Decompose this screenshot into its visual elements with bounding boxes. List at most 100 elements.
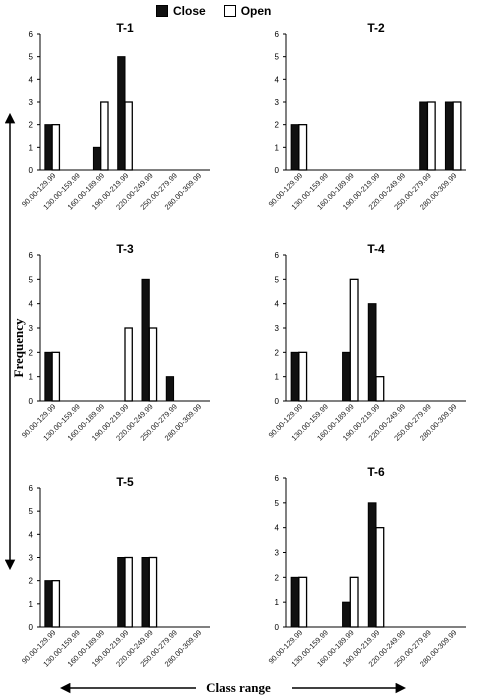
legend: Close Open <box>156 4 289 18</box>
y-tick-label: 4 <box>275 524 280 533</box>
bar-open <box>452 101 462 171</box>
legend-swatch-close <box>156 5 168 17</box>
chart-panel-4: T-4012345690.00-129.99130.00-159.99160.0… <box>267 242 466 443</box>
y-tick-label: 5 <box>29 53 34 62</box>
y-tick-label: 1 <box>29 143 34 152</box>
bar-open <box>100 101 109 171</box>
bar-open <box>375 376 385 402</box>
bar-close <box>44 124 53 171</box>
bar-open <box>298 351 308 402</box>
y-tick-label: 6 <box>275 251 280 260</box>
y-tick-label: 6 <box>29 251 34 260</box>
chart-title: T-4 <box>367 242 385 256</box>
y-tick-label: 3 <box>29 324 34 333</box>
bar-open <box>298 576 308 628</box>
y-tick-label: 6 <box>29 30 34 39</box>
bar-close <box>419 101 428 171</box>
legend-swatch-open <box>223 5 236 17</box>
y-tick-label: 4 <box>275 75 280 84</box>
y-tick-label: 2 <box>29 121 34 130</box>
bar-open <box>298 124 308 171</box>
bar-close <box>117 557 126 628</box>
y-tick-label: 0 <box>275 166 280 175</box>
chart-panel-3: T-3012345690.00-129.99130.00-159.99160.0… <box>20 242 210 443</box>
y-tick-label: 3 <box>29 98 34 107</box>
bar-close <box>141 557 150 628</box>
y-tick-label: 5 <box>275 53 280 62</box>
chart-title: T-1 <box>116 21 134 35</box>
y-tick-label: 0 <box>275 623 280 632</box>
y-tick-label: 0 <box>29 397 34 406</box>
y-tick-label: 5 <box>29 275 34 284</box>
y-tick-label: 3 <box>275 549 280 558</box>
bar-close <box>342 601 351 628</box>
legend-item-open: Open <box>223 4 272 18</box>
chart-panel-2: T-2012345690.00-129.99130.00-159.99160.0… <box>267 21 466 212</box>
chart-title: T-5 <box>116 475 134 489</box>
chart-title: T-6 <box>367 465 385 479</box>
y-tick-label: 3 <box>275 324 280 333</box>
bar-open <box>349 576 359 628</box>
y-tick-label: 1 <box>275 373 280 382</box>
bar-close <box>44 580 53 628</box>
y-tick-label: 0 <box>29 166 34 175</box>
bar-close <box>92 146 102 171</box>
y-tick-label: 4 <box>275 300 280 309</box>
legend-label-open: Open <box>240 4 272 18</box>
y-tick-label: 6 <box>275 474 280 483</box>
bar-open <box>148 556 158 628</box>
y-tick-label: 2 <box>275 348 280 357</box>
y-tick-label: 6 <box>29 484 34 493</box>
bar-open <box>51 124 61 171</box>
legend-item-close: Close <box>156 4 206 18</box>
bar-close <box>367 303 377 402</box>
y-tick-label: 5 <box>29 507 34 516</box>
y-tick-label: 2 <box>275 121 280 130</box>
y-tick-label: 2 <box>275 573 280 582</box>
bar-close <box>444 101 454 171</box>
chart-panel-5: T-5012345690.00-129.99130.00-159.99160.0… <box>20 475 210 669</box>
y-tick-label: 4 <box>29 300 34 309</box>
y-tick-label: 3 <box>29 554 34 563</box>
x-axis-label: Class range <box>206 680 271 695</box>
bar-close <box>290 124 300 171</box>
bar-open <box>148 327 158 402</box>
y-tick-label: 1 <box>275 143 280 152</box>
bar-close <box>44 351 53 402</box>
bar-close <box>141 278 150 402</box>
bar-close <box>342 351 351 402</box>
y-tick-label: 2 <box>29 577 34 586</box>
y-tick-label: 1 <box>275 598 280 607</box>
y-tick-label: 3 <box>275 98 280 107</box>
y-tick-label: 5 <box>275 499 280 508</box>
bar-open <box>51 351 61 402</box>
bar-open <box>375 527 385 628</box>
bar-open <box>124 556 133 628</box>
y-tick-label: 0 <box>29 623 34 632</box>
chart-panel-1: T-1012345690.00-129.99130.00-159.99160.0… <box>20 21 210 212</box>
y-tick-label: 4 <box>29 75 34 84</box>
y-tick-label: 4 <box>29 530 34 539</box>
bar-close <box>165 376 175 402</box>
bar-close <box>367 502 377 628</box>
bar-open <box>51 580 61 628</box>
y-tick-label: 2 <box>29 348 34 357</box>
bar-close <box>290 351 300 402</box>
chart-panel-6: T-6012345690.00-129.99130.00-159.99160.0… <box>267 465 466 669</box>
bar-close <box>117 56 126 171</box>
chart-title: T-2 <box>367 21 385 35</box>
y-tick-label: 0 <box>275 397 280 406</box>
y-tick-label: 1 <box>29 373 34 382</box>
bar-open <box>124 327 133 402</box>
y-tick-label: 6 <box>275 30 280 39</box>
bar-open <box>426 101 436 171</box>
y-tick-label: 5 <box>275 275 280 284</box>
y-tick-label: 1 <box>29 600 34 609</box>
bar-open <box>124 101 133 171</box>
bar-open <box>349 278 359 402</box>
legend-label-close: Close <box>173 4 206 18</box>
bar-close <box>290 576 300 628</box>
